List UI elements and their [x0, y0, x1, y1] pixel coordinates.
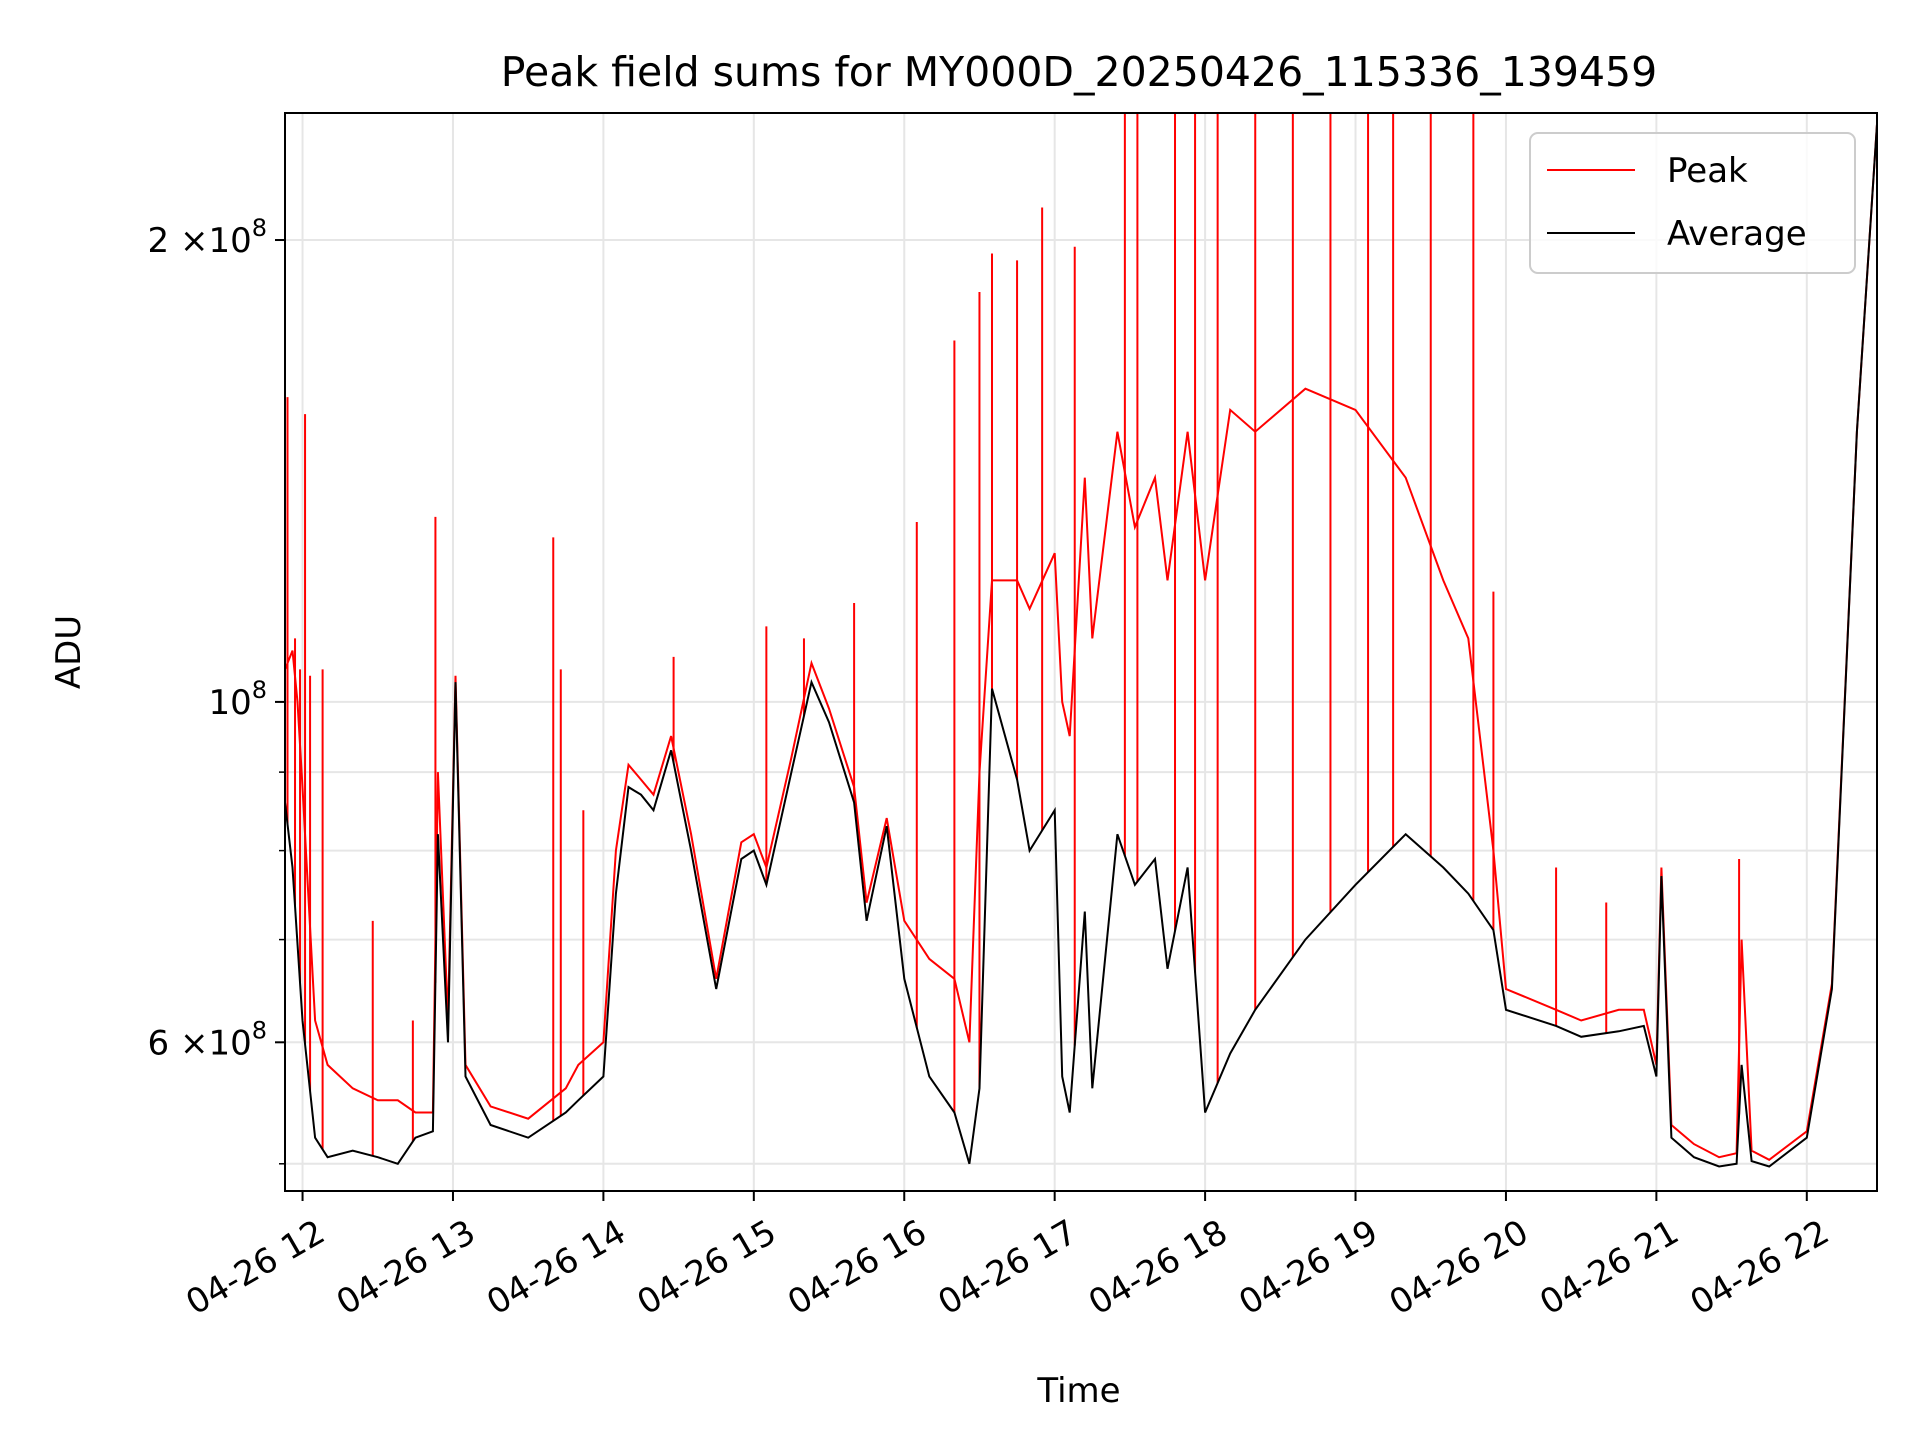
series-layer — [285, 113, 1877, 1168]
x-axis-label: Time — [1036, 1371, 1120, 1411]
y-axis-label: ADU — [49, 615, 89, 689]
plot-frame — [284, 112, 1878, 1192]
series-average-line — [285, 124, 1877, 1168]
grid — [285, 113, 1877, 1191]
chart-title: Peak field sums for MY000D_20250426_1153… — [501, 48, 1657, 96]
legend-box — [1529, 132, 1856, 274]
legend-peak-label: Peak — [1667, 151, 1748, 191]
legend-average-label: Average — [1667, 214, 1807, 254]
y-tick-label: 2 ×108 — [148, 214, 267, 261]
y-tick-label: 6 ×108 — [148, 1016, 267, 1063]
legend: Peak Average — [1529, 132, 1856, 274]
